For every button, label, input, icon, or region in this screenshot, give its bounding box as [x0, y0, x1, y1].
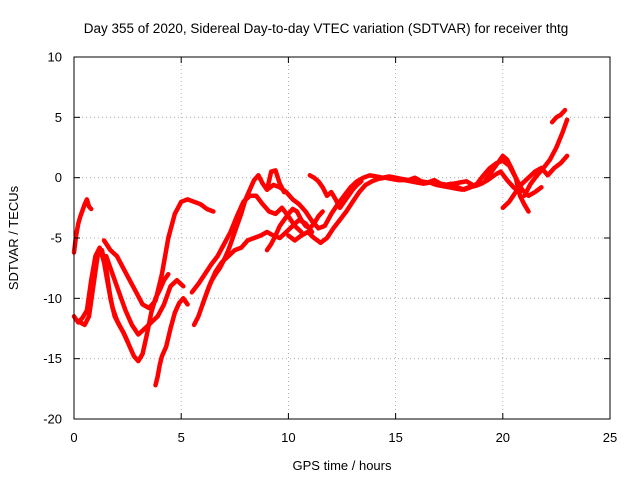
series-arc-16 — [500, 153, 570, 211]
series-arc-6 — [153, 296, 190, 388]
axis-ticks: 0 5 10 15 20 25 10 5 0 -5 -10 -15 -20 — [43, 50, 617, 446]
chart-title: Day 355 of 2020, Sidereal Day-to-day VTE… — [84, 21, 568, 36]
x-tick-label: 5 — [178, 430, 185, 445]
series-arc-12 — [286, 169, 523, 246]
x-axis-label: GPS time / hours — [293, 458, 392, 473]
y-tick-label: 5 — [55, 110, 62, 125]
x-tick-label: 15 — [388, 430, 402, 445]
y-tick-label: -15 — [43, 351, 62, 366]
series-arc-9 — [200, 217, 315, 307]
series-arc-4 — [101, 197, 216, 311]
grid — [74, 57, 610, 419]
series-arc-17 — [521, 117, 570, 199]
y-axis-label: SDTVAR / TECUs — [6, 185, 21, 290]
series-arc-5 — [103, 253, 186, 337]
series-arc-18 — [549, 107, 568, 125]
series-arc-1 — [71, 197, 94, 255]
x-tick-label: 20 — [496, 430, 510, 445]
y-tick-label: 10 — [48, 50, 62, 65]
y-tick-label: -20 — [43, 412, 62, 427]
y-tick-label: -5 — [50, 231, 62, 246]
series-arc-3 — [78, 247, 130, 345]
y-tick-label: 0 — [55, 170, 62, 185]
x-tick-label: 0 — [70, 430, 77, 445]
series-arc-11 — [264, 173, 476, 231]
series-arc-13 — [307, 173, 364, 211]
x-tick-label: 25 — [603, 430, 617, 445]
series-arc-8 — [189, 193, 304, 295]
y-tick-label: -10 — [43, 291, 62, 306]
x-tick-label: 10 — [281, 430, 295, 445]
data-series — [71, 107, 570, 388]
series-arc-15 — [483, 153, 531, 214]
